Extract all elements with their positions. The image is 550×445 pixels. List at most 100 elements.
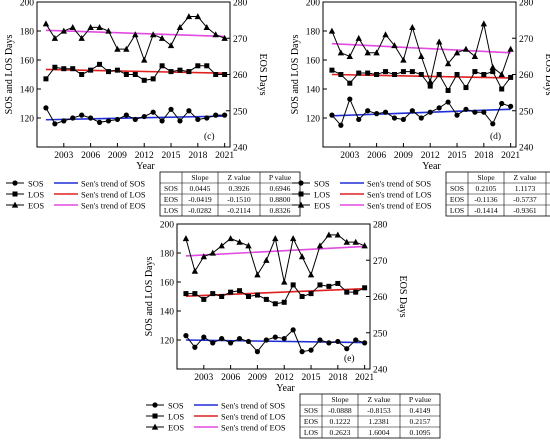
- x-tick-label: 2009: [108, 151, 127, 161]
- left-tick-label: 200: [306, 0, 321, 9]
- point-los: [219, 294, 225, 299]
- point-los: [150, 76, 156, 82]
- point-sos: [317, 337, 323, 343]
- point-eos: [132, 31, 139, 38]
- point-sos: [400, 116, 407, 123]
- point-eos: [373, 49, 380, 56]
- x-tick-label: 2018: [328, 373, 347, 383]
- point-sos: [96, 119, 103, 125]
- point-sos: [391, 115, 398, 121]
- point-los: [463, 85, 469, 91]
- point-los: [88, 67, 94, 73]
- chart-panel-1: 120 140 160 180 200 240 250 260 270 280 2003 2006 20…: [4, 0, 301, 217]
- table-cell: 0.1095: [410, 428, 431, 437]
- legend-marker-sos: [12, 180, 18, 186]
- point-los: [508, 74, 514, 80]
- right-tick-label: 240: [373, 366, 388, 376]
- x-tick-label: 2006: [367, 151, 386, 161]
- legend-label-eos: EOS: [314, 201, 330, 211]
- point-los: [195, 63, 201, 69]
- point-los: [481, 72, 487, 77]
- table-header-cell: P value: [269, 173, 292, 182]
- point-eos: [462, 45, 470, 52]
- point-eos: [334, 231, 342, 238]
- x-tick-label: 2012: [421, 151, 440, 161]
- trend-line-sos: [331, 108, 511, 117]
- table-cell: 0.1222: [330, 417, 351, 426]
- point-los: [228, 289, 234, 295]
- trend-line-eos: [331, 42, 511, 54]
- point-sos: [132, 116, 138, 123]
- point-eos: [182, 235, 190, 242]
- point-los: [192, 291, 198, 297]
- point-eos: [87, 23, 94, 30]
- table-cell: -0.1136: [474, 195, 497, 204]
- point-eos: [236, 238, 243, 245]
- point-sos: [436, 105, 442, 111]
- point-sos: [222, 112, 228, 118]
- point-los: [317, 282, 323, 288]
- point-los: [123, 72, 129, 77]
- legend-label-eos_trend: Sen's trend of EOS: [81, 201, 146, 211]
- left-tick-label: 160: [20, 57, 35, 67]
- table-cell: EOS: [304, 417, 318, 426]
- table-cell: 0.8800: [270, 195, 291, 204]
- point-los: [374, 72, 380, 77]
- x-axis-title: Year: [422, 161, 441, 172]
- x-tick-label: 2012: [275, 373, 294, 383]
- point-los: [391, 72, 397, 77]
- legend-label-eos: EOS: [28, 201, 44, 211]
- point-eos: [167, 42, 175, 49]
- point-eos: [298, 253, 306, 260]
- legend-marker-eos: [151, 423, 159, 430]
- point-sos: [308, 347, 314, 353]
- point-los: [308, 291, 314, 297]
- x-tick-label: 2006: [221, 373, 240, 383]
- legend-label-los_trend: Sen's trend of LOS: [81, 190, 146, 200]
- point-sos: [123, 112, 129, 118]
- point-eos: [78, 34, 85, 41]
- right-tick-label: 270: [519, 35, 534, 45]
- legend-marker-los: [298, 191, 304, 197]
- x-tick-label: 2006: [81, 151, 100, 161]
- point-los: [183, 291, 189, 297]
- point-eos: [337, 49, 345, 56]
- point-eos: [149, 31, 157, 38]
- point-los: [222, 72, 228, 77]
- point-los: [299, 294, 305, 299]
- right-axis-title: EOS Days: [257, 54, 268, 96]
- point-los: [472, 69, 478, 75]
- point-sos: [204, 115, 210, 121]
- x-tick-label: 2015: [162, 151, 181, 161]
- point-los: [281, 299, 287, 305]
- point-eos: [203, 23, 210, 30]
- point-eos: [453, 49, 461, 56]
- table-cell: LOS: [164, 206, 178, 215]
- point-sos: [508, 103, 514, 109]
- point-los: [141, 77, 147, 83]
- point-eos: [364, 49, 371, 56]
- left-tick-label: 120: [306, 115, 321, 125]
- table-cell: EOS: [164, 195, 178, 204]
- point-sos: [499, 100, 505, 107]
- right-tick-label: 270: [373, 257, 388, 267]
- x-tick-label: 2015: [448, 151, 467, 161]
- point-los: [43, 76, 49, 82]
- point-eos: [60, 27, 68, 34]
- legend-label-los_trend: Sen's trend of LOS: [367, 190, 432, 200]
- point-los: [445, 87, 451, 93]
- table-cell: -0.1414: [474, 206, 498, 215]
- table-cell: -0.8153: [367, 406, 391, 415]
- right-axis-title: EOS Days: [543, 54, 550, 96]
- point-eos: [141, 56, 148, 63]
- left-tick-label: 180: [20, 28, 35, 38]
- point-sos: [183, 333, 189, 339]
- point-los: [114, 67, 120, 73]
- point-sos: [141, 113, 147, 120]
- point-eos: [427, 78, 434, 85]
- point-los: [353, 289, 359, 295]
- point-eos: [307, 271, 315, 278]
- x-tick-label: 2018: [474, 151, 493, 161]
- right-tick-label: 250: [373, 329, 388, 339]
